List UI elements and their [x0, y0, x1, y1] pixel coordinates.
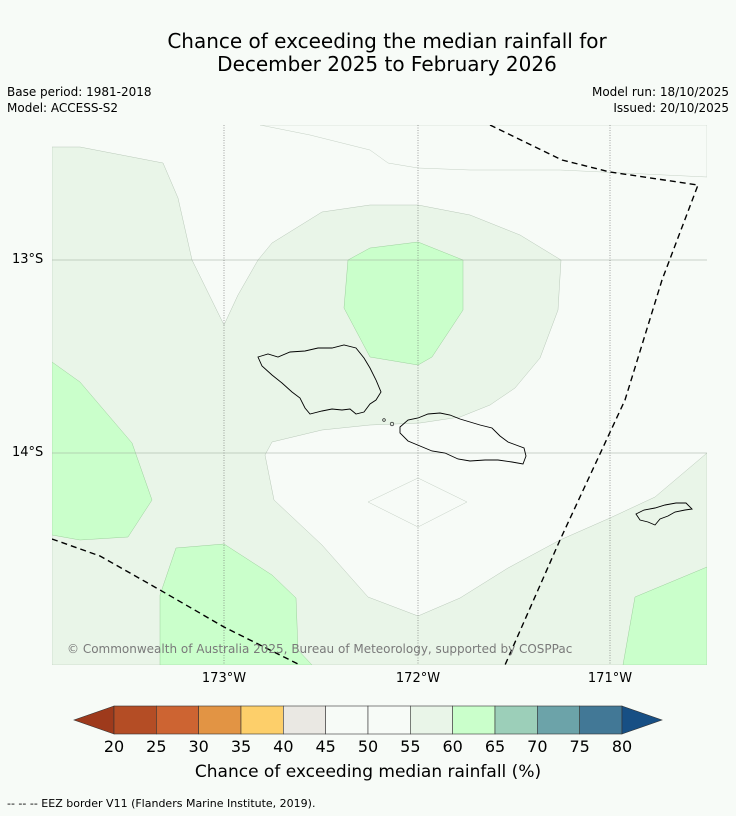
eez-legend-note: -- -- -- EEZ border V11 (Flanders Marine… [7, 797, 316, 810]
issued-text: Issued: 20/10/2025 [613, 101, 729, 115]
rainfall-region-60-65-southeast [622, 566, 707, 665]
colorbar-tick-label: 75 [569, 737, 590, 756]
rainfall-region-50-55-north [259, 125, 707, 178]
rainfall-region-60-65-southwest [159, 543, 313, 665]
colorbar-segment [198, 705, 242, 735]
lat-label-13s: 13°S [12, 252, 44, 267]
model-text: Model: ACCESS-S2 [7, 101, 119, 115]
colorbar-tick-label: 70 [527, 737, 548, 756]
map-title: Chance of exceeding the median rainfall … [0, 30, 736, 76]
colorbar-segment [452, 705, 496, 735]
island-tutuila [635, 502, 693, 526]
colorbar-tick-label: 80 [611, 737, 633, 756]
colorbar-segment [579, 705, 623, 735]
islet-manono [382, 418, 386, 422]
lon-label-172w: 172°W [395, 671, 441, 686]
colorbar-segment [283, 705, 326, 735]
colorbar-segment [113, 705, 157, 735]
lon-label-171w: 171°W [587, 671, 633, 686]
island-upolu [399, 412, 527, 465]
colorbar-tick-label: 55 [400, 737, 421, 756]
copyright-text: © Commonwealth of Australia 2025, Bureau… [67, 642, 573, 656]
colorbar-extend-high [621, 705, 663, 735]
colorbar-segment [325, 705, 369, 735]
rainfall-region-60-65-north [343, 241, 464, 366]
colorbar-tick-label: 30 [188, 737, 209, 756]
colorbar-segment [410, 705, 453, 735]
colorbar-extend-low [73, 705, 115, 735]
island-savaii [257, 344, 382, 415]
model-run-text: Model run: 18/10/2025 [591, 85, 729, 99]
colorbar-tick-label: 20 [103, 737, 125, 756]
islet-apolima [389, 421, 395, 427]
colorbar-tick-label: 40 [273, 737, 294, 756]
colorbar-tick-label: 65 [484, 737, 506, 756]
colorbar-tick-label: 45 [315, 737, 336, 756]
eez-border-east [489, 125, 699, 665]
colorbar-label: Chance of exceeding median rainfall (%) [194, 762, 542, 782]
metadata-left: Base period: 1981-2018 Model: ACCESS-S2 [7, 84, 152, 116]
colorbar-segment [156, 705, 199, 735]
lon-label-173w: 173°W [201, 671, 247, 686]
colorbar-tick-label: 35 [230, 737, 252, 756]
title-line-1: Chance of exceeding the median rainfall … [167, 29, 607, 53]
title-line-2: December 2025 to February 2026 [217, 52, 557, 76]
rainfall-region-55-60-west [52, 146, 707, 665]
colorbar-segment [494, 705, 538, 735]
colorbar-tick-label: 50 [357, 737, 379, 756]
colorbar-segment [240, 705, 284, 735]
eez-border-west [52, 538, 301, 665]
colorbar-tick-label: 25 [146, 737, 167, 756]
colorbar-segment [367, 705, 411, 735]
colorbar-segment [537, 705, 580, 735]
lat-label-14s: 14°S [12, 445, 44, 460]
rainfall-region-60-65-west [52, 361, 153, 541]
colorbar-tick-label: 60 [442, 737, 463, 756]
rainfall-region-50-55-inner [367, 477, 468, 528]
base-period-text: Base period: 1981-2018 [7, 85, 152, 99]
metadata-right: Model run: 18/10/2025 Issued: 20/10/2025 [592, 84, 729, 116]
